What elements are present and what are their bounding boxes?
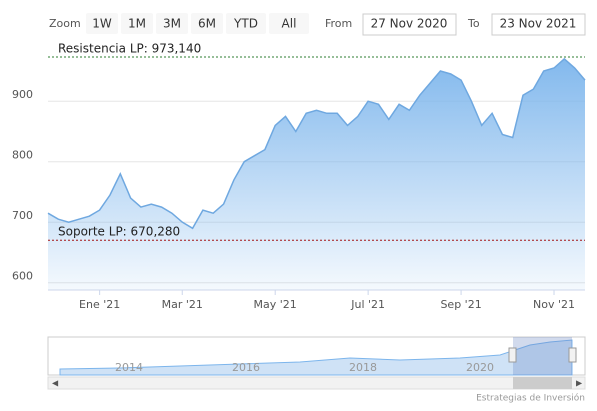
area-fill	[48, 58, 585, 291]
x-tick-label: Jul '21	[350, 298, 385, 311]
x-tick-label: Nov '21	[533, 298, 575, 311]
x-tick-label: Sep '21	[440, 298, 481, 311]
scrollbar-thumb[interactable]	[513, 377, 572, 389]
x-tick-label: Ene '21	[79, 298, 120, 311]
plot-line-label: Resistencia LP: 973,140	[58, 41, 201, 55]
navigator-label: 2018	[349, 361, 377, 374]
to-date[interactable]: 23 Nov 2021	[500, 17, 577, 31]
plot-line-label: Soporte LP: 670,280	[58, 225, 180, 239]
range-button-label[interactable]: 6M	[198, 17, 216, 31]
from-label: From	[325, 17, 352, 30]
x-tick-label: May '21	[254, 298, 297, 311]
y-tick-label: 700	[12, 209, 33, 222]
x-tick-label: Mar '21	[162, 298, 203, 311]
to-input[interactable]	[491, 13, 586, 36]
from-date[interactable]: 27 Nov 2020	[371, 17, 448, 31]
credits[interactable]: Estrategias de Inversión	[476, 393, 585, 404]
range-button-label[interactable]: 3M	[163, 17, 181, 31]
navigator-label: 2014	[115, 361, 143, 374]
range-button[interactable]	[86, 13, 118, 34]
range-button-label[interactable]: YTD	[233, 17, 258, 31]
range-button[interactable]	[156, 13, 188, 34]
scroll-right[interactable]: ▶	[576, 379, 583, 388]
from-input[interactable]	[362, 13, 457, 36]
y-tick-label: 900	[12, 88, 33, 101]
navigator-label: 2020	[466, 361, 494, 374]
navigator-mask[interactable]	[513, 337, 572, 375]
y-tick-label: 600	[12, 270, 33, 283]
scroll-left[interactable]: ◀	[52, 379, 59, 388]
zoom-label: Zoom	[49, 17, 81, 30]
line	[47, 57, 586, 230]
range-button-label[interactable]: 1M	[128, 17, 146, 31]
range-button[interactable]	[191, 13, 223, 34]
range-button-label[interactable]: All	[282, 17, 297, 31]
scrollbar[interactable]	[47, 376, 586, 390]
range-button-label[interactable]: 1W	[92, 17, 112, 31]
navigator-handle[interactable]	[508, 347, 517, 363]
range-button[interactable]	[226, 13, 266, 34]
range-button[interactable]	[121, 13, 153, 34]
to-label: To	[467, 17, 480, 30]
navigator-label: 2016	[232, 361, 260, 374]
range-button[interactable]	[269, 13, 309, 34]
navigator-handle[interactable]	[568, 347, 577, 363]
y-tick-label: 800	[12, 149, 33, 162]
